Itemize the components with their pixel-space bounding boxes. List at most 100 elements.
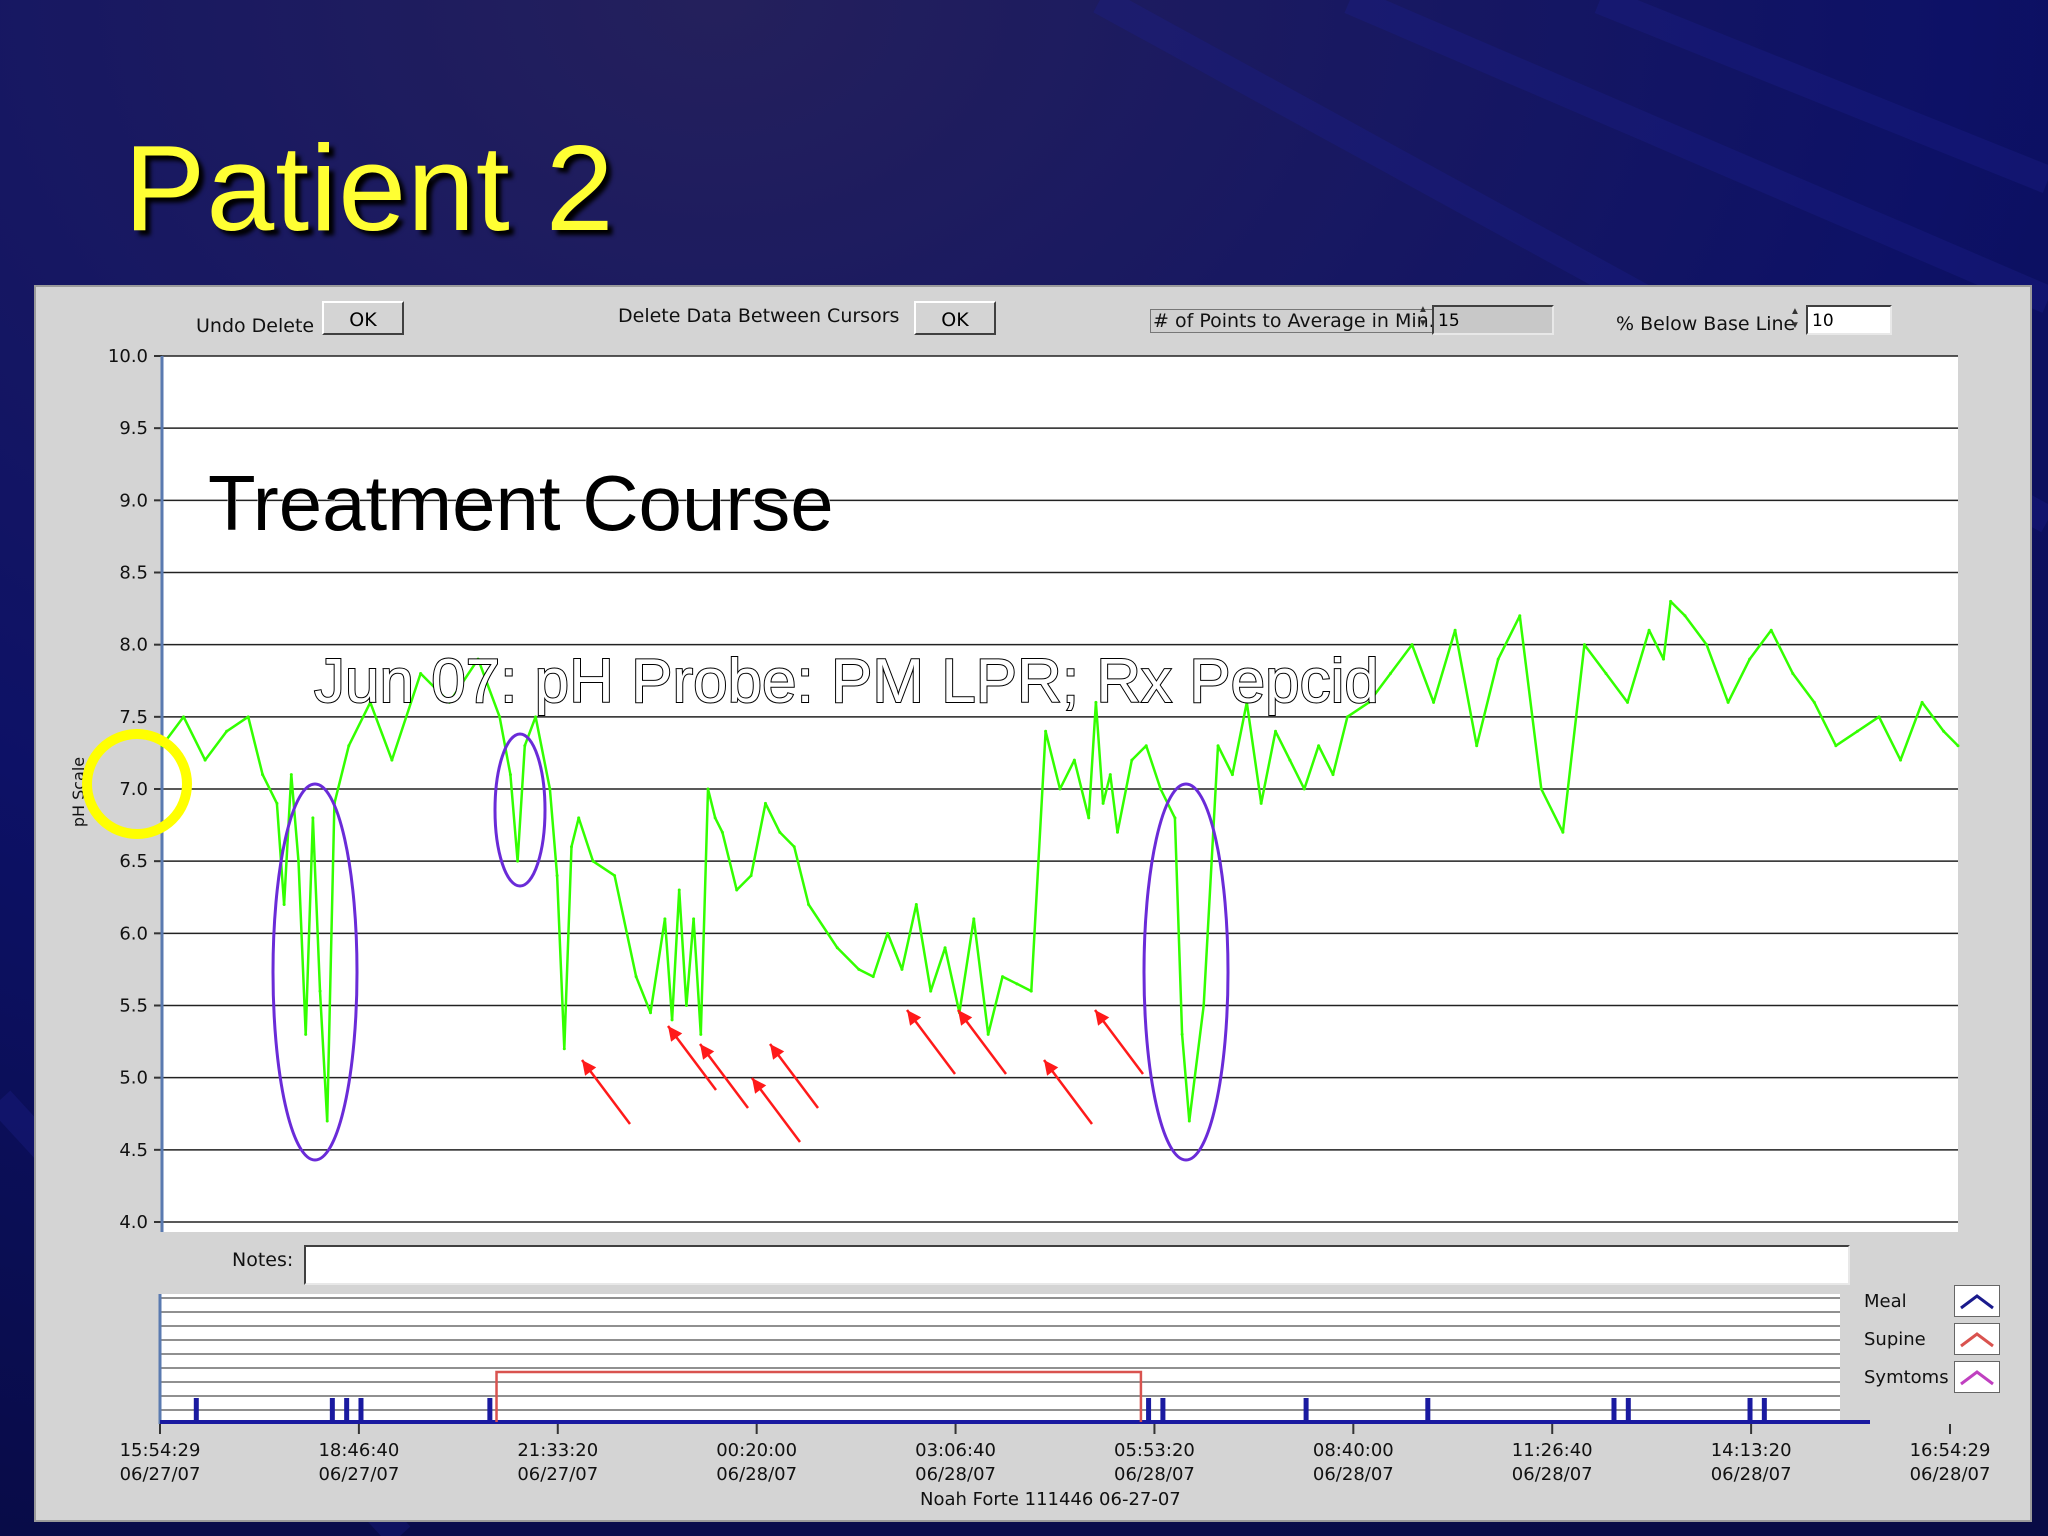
y-axis-ticks: 4.0 4.5 5.0 5.5 6.0 6.5 7.0 7.5 8.0 8.5 9.0 9.5 10.0 bbox=[108, 346, 162, 1233]
ph-point bbox=[591, 859, 595, 863]
y-tick-label: 8.5 bbox=[119, 563, 148, 584]
ph-point bbox=[986, 1032, 990, 1036]
legend-symptoms-label: Symtoms bbox=[1864, 1367, 1949, 1388]
supine-chevron-icon bbox=[1960, 1332, 1994, 1348]
x-tick-date: 06/27/07 bbox=[517, 1464, 598, 1485]
ph-point bbox=[1108, 773, 1112, 777]
ph-point bbox=[261, 773, 265, 777]
points-to-average-field[interactable]: 15 bbox=[1432, 305, 1554, 335]
ph-point bbox=[720, 830, 724, 834]
meal-marker bbox=[487, 1398, 493, 1422]
baseline-spinner[interactable]: ▲ ▼ bbox=[1790, 306, 1800, 331]
annotation-ellipse bbox=[1142, 782, 1230, 1162]
x-tick-time: 08:40:00 bbox=[1313, 1440, 1394, 1461]
ph-point bbox=[1044, 729, 1048, 733]
ph-point bbox=[1345, 715, 1349, 719]
arrow-icon bbox=[906, 1009, 956, 1075]
meal-chevron-icon bbox=[1960, 1294, 1994, 1310]
ph-point bbox=[649, 1011, 653, 1015]
ph-point bbox=[914, 902, 918, 906]
ph-point bbox=[1317, 744, 1321, 748]
undo-delete-label: Undo Delete bbox=[196, 315, 315, 337]
ph-point bbox=[871, 975, 875, 979]
supine-marker bbox=[495, 1370, 1143, 1422]
notes-field[interactable] bbox=[304, 1245, 1850, 1285]
ph-point bbox=[1058, 787, 1062, 791]
legend-supine-label: Supine bbox=[1864, 1329, 1926, 1350]
slide-title: Patient 2 bbox=[124, 120, 615, 256]
ph-point bbox=[1661, 657, 1665, 661]
ph-point bbox=[677, 888, 681, 892]
plot-area bbox=[162, 356, 1958, 1232]
ph-point bbox=[1539, 787, 1543, 791]
ph-point bbox=[1475, 744, 1479, 748]
ph-point bbox=[763, 801, 767, 805]
meal-marker bbox=[193, 1398, 199, 1422]
ph-point bbox=[972, 917, 976, 921]
ph-point bbox=[1245, 700, 1249, 704]
ph-point bbox=[419, 672, 423, 676]
event-markers bbox=[160, 1370, 1870, 1424]
x-tick-time: 14:13:20 bbox=[1711, 1440, 1792, 1461]
x-tick-time: 11:26:40 bbox=[1512, 1440, 1593, 1461]
event-track-grid bbox=[160, 1297, 1840, 1411]
ph-point bbox=[1705, 643, 1709, 647]
ph-point bbox=[296, 859, 300, 863]
ph-point bbox=[1274, 729, 1278, 733]
x-tick-time: 16:54:29 bbox=[1910, 1440, 1991, 1461]
ph-point bbox=[347, 744, 351, 748]
x-tick-time: 15:54:29 bbox=[120, 1440, 201, 1461]
x-tick-date: 06/28/07 bbox=[1711, 1464, 1792, 1485]
ph-point bbox=[1748, 657, 1752, 661]
y-tick-label: 4.0 bbox=[119, 1212, 148, 1233]
ph-point bbox=[1834, 744, 1838, 748]
ph-point bbox=[1561, 830, 1565, 834]
ph-point bbox=[1180, 1032, 1184, 1036]
x-tick-date: 06/27/07 bbox=[318, 1464, 399, 1485]
x-tick-date: 06/28/07 bbox=[716, 1464, 797, 1485]
ph-point bbox=[1230, 773, 1234, 777]
ph-point bbox=[182, 715, 186, 719]
y-tick-label: 5.0 bbox=[119, 1068, 148, 1089]
ph-point bbox=[929, 989, 933, 993]
ph-point bbox=[282, 902, 286, 906]
x-tick-date: 06/28/07 bbox=[1512, 1464, 1593, 1485]
below-baseline-field[interactable]: 10 bbox=[1806, 305, 1892, 335]
x-tick-time: 00:20:00 bbox=[716, 1440, 797, 1461]
ph-point bbox=[663, 917, 667, 921]
ph-point bbox=[1202, 1004, 1206, 1007]
x-tick-date: 06/28/07 bbox=[1910, 1464, 1991, 1485]
ph-point bbox=[390, 758, 394, 762]
meal-marker bbox=[1160, 1398, 1166, 1422]
ph-point bbox=[1144, 744, 1148, 748]
y-tick-label: 10.0 bbox=[108, 346, 148, 367]
ph-point bbox=[735, 888, 739, 892]
points-spinner[interactable]: ▲ ▼ bbox=[1418, 304, 1428, 329]
y-tick-label: 9.0 bbox=[119, 490, 148, 511]
meal-marker bbox=[329, 1398, 335, 1422]
ph-point bbox=[1791, 672, 1795, 676]
delete-between-cursors-label: Delete Data Between Cursors bbox=[618, 305, 900, 327]
legend-meal-swatch bbox=[1954, 1285, 2000, 1317]
undo-delete-ok-button[interactable]: OK bbox=[322, 301, 404, 335]
ph-point bbox=[835, 946, 839, 950]
legend-supine-swatch bbox=[1954, 1323, 2000, 1355]
ph-point bbox=[1726, 700, 1730, 704]
arrow-icon bbox=[769, 1043, 819, 1109]
ph-point bbox=[1302, 787, 1306, 791]
y-tick-label: 4.5 bbox=[119, 1140, 148, 1161]
highlight-circle bbox=[82, 729, 192, 839]
ph-point bbox=[325, 1119, 329, 1123]
ph-point bbox=[1942, 729, 1946, 733]
ph-point bbox=[692, 917, 696, 921]
ph-point bbox=[1683, 614, 1687, 618]
treatment-course-heading: Treatment Course bbox=[208, 459, 834, 547]
delete-between-cursors-ok-button[interactable]: OK bbox=[914, 301, 996, 335]
ph-point bbox=[516, 859, 520, 863]
meal-marker bbox=[1625, 1398, 1631, 1422]
ph-point bbox=[1029, 989, 1033, 993]
ph-point bbox=[275, 801, 279, 805]
ph-point bbox=[1432, 700, 1436, 704]
ph-point bbox=[508, 773, 512, 777]
patient-footer: Noah Forte 111446 06-27-07 bbox=[920, 1489, 1181, 1510]
